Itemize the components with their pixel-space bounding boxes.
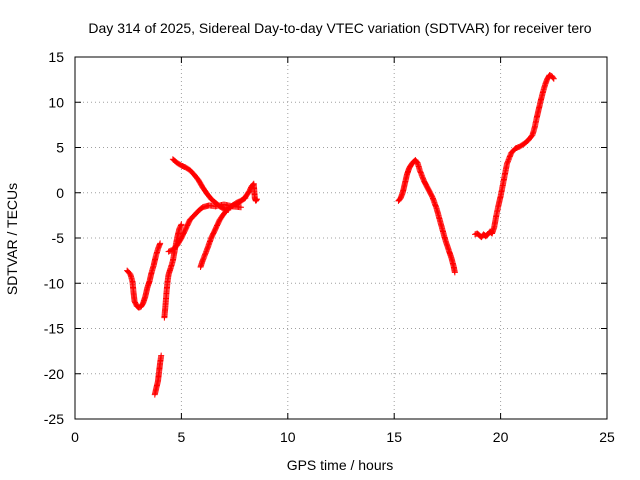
- x-tick-label: 20: [493, 429, 509, 445]
- x-tick-label: 10: [280, 429, 296, 445]
- data-point: [177, 222, 184, 229]
- y-tick-label: 0: [56, 185, 64, 201]
- x-tick-label: 25: [599, 429, 615, 445]
- y-tick-label: 5: [56, 140, 64, 156]
- y-tick-label: -25: [44, 411, 64, 427]
- x-tick-label: 5: [178, 429, 186, 445]
- data-point: [178, 221, 185, 228]
- x-tick-label: 0: [71, 429, 79, 445]
- axis-ticks: 0 5 10 15 20 25 -25 -20 -15 -10 -5 0 5 10 15: [44, 49, 615, 445]
- y-tick-label: -5: [52, 230, 65, 246]
- y-tick-label: 10: [48, 94, 64, 110]
- y-axis-label: SDTVAR / TECUs: [4, 183, 20, 295]
- x-axis-label: GPS time / hours: [287, 457, 394, 473]
- data-point: [451, 269, 458, 276]
- y-tick-label: -10: [44, 275, 64, 291]
- data-point: [157, 240, 164, 247]
- chart-title: Day 314 of 2025, Sidereal Day-to-day VTE…: [88, 20, 591, 36]
- grid-lines: [75, 57, 607, 419]
- data-point: [158, 352, 165, 359]
- data-point: [550, 75, 557, 82]
- data-points: [124, 72, 557, 398]
- y-tick-label: 15: [48, 49, 64, 65]
- x-tick-label: 15: [386, 429, 402, 445]
- data-point: [253, 196, 260, 203]
- data-point: [550, 74, 557, 81]
- plot-frame: [74, 56, 608, 420]
- y-tick-label: -15: [44, 321, 64, 337]
- data-point: [253, 196, 260, 203]
- y-tick-label: -20: [44, 366, 64, 382]
- data-point: [237, 204, 244, 211]
